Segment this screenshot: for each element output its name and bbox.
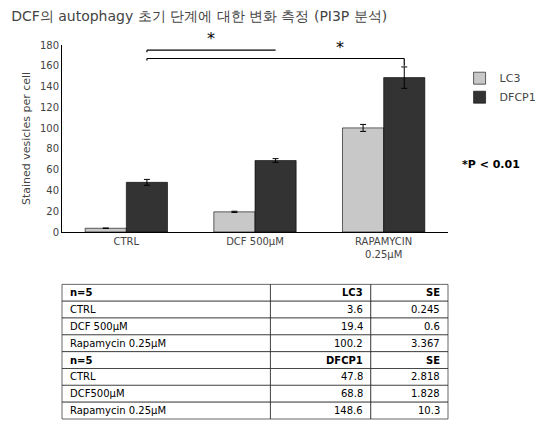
svg-text:DCF 500μM: DCF 500μM (226, 236, 284, 247)
svg-text:*P < 0.01: *P < 0.01 (462, 158, 520, 171)
svg-text:19.4: 19.4 (341, 321, 363, 332)
svg-text:100.2: 100.2 (334, 338, 363, 349)
svg-text:n=5: n=5 (70, 355, 92, 366)
svg-text:DFCP1: DFCP1 (326, 355, 363, 366)
svg-text:*: * (207, 29, 215, 48)
svg-text:2.818: 2.818 (411, 371, 440, 382)
svg-text:DCF500μM: DCF500μM (70, 388, 125, 399)
svg-text:LC3: LC3 (342, 287, 363, 298)
svg-text:20: 20 (46, 206, 59, 217)
svg-text:3.6: 3.6 (347, 304, 363, 315)
svg-text:CTRL: CTRL (70, 304, 96, 315)
svg-text:40: 40 (46, 185, 59, 196)
svg-text:120: 120 (40, 102, 59, 113)
svg-text:0.6: 0.6 (424, 321, 440, 332)
svg-text:47.8: 47.8 (341, 371, 363, 382)
svg-text:n=5: n=5 (70, 287, 92, 298)
svg-text:100: 100 (40, 123, 59, 134)
svg-text:3.367: 3.367 (411, 338, 440, 349)
svg-text:Stained vesicles per cell: Stained vesicles per cell (20, 72, 33, 205)
svg-text:SE: SE (426, 287, 440, 298)
svg-text:0: 0 (53, 227, 59, 238)
svg-text:LC3: LC3 (500, 72, 521, 85)
svg-text:CTRL: CTRL (70, 371, 96, 382)
svg-text:DCF의 autophagy 초기 단계에 대한 변화 측정: DCF의 autophagy 초기 단계에 대한 변화 측정 (PI3P 분석) (11, 8, 387, 24)
svg-text:80: 80 (46, 143, 59, 154)
svg-text:0.245: 0.245 (411, 304, 440, 315)
svg-text:1.828: 1.828 (411, 388, 440, 399)
svg-text:140: 140 (40, 81, 59, 92)
svg-text:Rapamycin 0.25μM: Rapamycin 0.25μM (70, 338, 166, 349)
svg-text:CTRL: CTRL (114, 236, 140, 247)
svg-text:SE: SE (426, 355, 440, 366)
svg-text:148.6: 148.6 (334, 405, 363, 416)
svg-text:*: * (336, 38, 344, 57)
svg-text:DCF 500μM: DCF 500μM (70, 321, 128, 332)
svg-text:10.3: 10.3 (418, 405, 440, 416)
svg-text:RAPAMYCIN0.25μM: RAPAMYCIN0.25μM (355, 236, 412, 260)
svg-text:160: 160 (40, 60, 59, 71)
svg-text:68.8: 68.8 (341, 388, 363, 399)
svg-text:DFCP1: DFCP1 (500, 91, 536, 104)
svg-text:60: 60 (46, 164, 59, 175)
svg-text:Rapamycin 0.25μM: Rapamycin 0.25μM (70, 405, 166, 416)
svg-text:180: 180 (40, 40, 59, 51)
